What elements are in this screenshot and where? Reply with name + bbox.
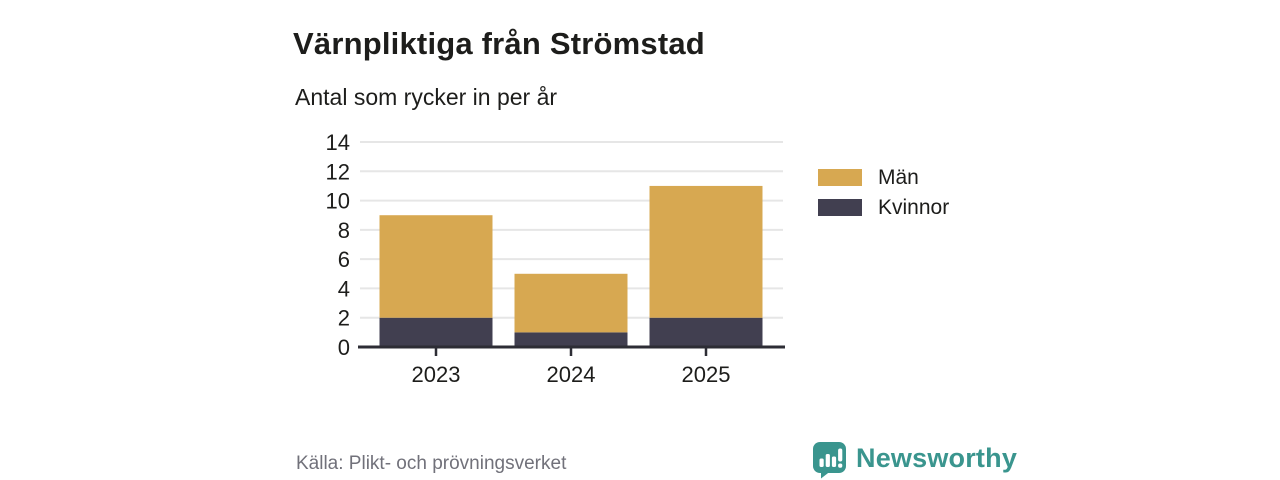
chart-subtitle: Antal som rycker in per år (295, 84, 558, 110)
brand-name: Newsworthy (856, 442, 1018, 473)
page-title: Värnpliktiga från Strömstad (293, 25, 705, 61)
legend-label: Män (878, 165, 919, 189)
bar-chart: 0 2 4 6 8 10 12 14 2023 2024 2025 (280, 125, 800, 395)
source-caption: Källa: Plikt- och prövningsverket (296, 453, 567, 474)
svg-text:0: 0 (338, 335, 350, 360)
svg-text:8: 8 (338, 218, 350, 243)
svg-text:4: 4 (338, 276, 350, 301)
svg-text:12: 12 (326, 159, 350, 184)
newsworthy-logo: Newsworthy (812, 441, 1017, 479)
svg-text:10: 10 (326, 189, 350, 214)
svg-text:14: 14 (326, 130, 350, 155)
svg-text:2: 2 (338, 306, 350, 331)
svg-text:2025: 2025 (682, 362, 731, 387)
speech-bubble-bar-chart-icon (813, 442, 846, 479)
legend-item-women: Kvinnor (818, 192, 949, 222)
svg-text:6: 6 (338, 247, 350, 272)
svg-text:2024: 2024 (547, 362, 596, 387)
legend-swatch-men (818, 168, 862, 186)
legend-swatch-women (818, 198, 862, 216)
legend-label: Kvinnor (878, 195, 950, 219)
chart-legend: Män Kvinnor (818, 162, 949, 222)
svg-text:2023: 2023 (412, 362, 461, 387)
legend-item-men: Män (818, 162, 949, 192)
bar-chart-svg: 0 2 4 6 8 10 12 14 2023 2024 2025 (326, 130, 785, 387)
